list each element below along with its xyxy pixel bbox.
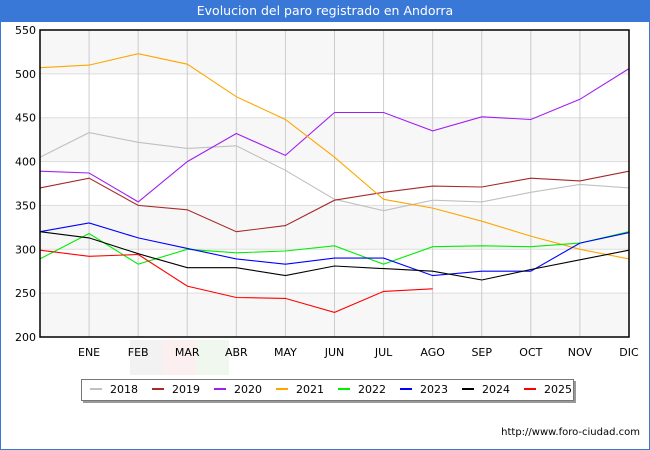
legend-item-2024: 2024 [462,380,510,400]
series-line-2025 [39,249,433,313]
source-url: http://www.foro-ciudad.com [501,427,640,438]
y-tick-label: 450 [15,112,36,125]
x-tick-label: DIC [619,346,639,359]
legend-item-2018: 2018 [90,380,138,400]
y-tick-label: 250 [15,287,36,300]
legend-swatch [276,388,288,390]
legend-item-2019: 2019 [152,380,200,400]
legend-swatch [338,388,350,390]
legend-swatch [152,388,164,390]
legend-swatch [524,388,536,390]
legend-label: 2025 [544,383,572,396]
y-tick-label: 400 [15,156,36,169]
legend-label: 2020 [234,383,262,396]
legend-item-2020: 2020 [214,380,262,400]
legend-label: 2023 [420,383,448,396]
legend-item-2025: 2025 [524,380,572,400]
x-tick-label: JUN [324,346,345,359]
y-axis-ticks: 200 250 300 350 400 450 500 550 [15,24,36,344]
x-tick-label: AGO [420,346,445,359]
y-tick-label: 350 [15,199,36,212]
x-tick-label: MAY [274,346,297,359]
flag-watermark [130,340,229,375]
watermark-stripe-green [196,340,229,375]
watermark-stripe-red [163,340,196,375]
legend: 2018 2019 2020 2021 2022 2023 2024 2025 [81,379,574,401]
y-tick-label: 300 [15,243,36,256]
legend-item-2021: 2021 [276,380,324,400]
series-line-2019 [39,170,630,233]
series-line-2021 [39,53,630,260]
x-tick-label: MAR [175,346,200,359]
x-tick-label: OCT [519,346,542,359]
legend-item-2022: 2022 [338,380,386,400]
legend-label: 2022 [358,383,386,396]
legend-swatch [214,388,226,390]
series-lines [39,53,630,313]
x-tick-label: NOV [568,346,593,359]
series-line-2018 [39,132,630,212]
legend-label: 2018 [110,383,138,396]
legend-label: 2024 [482,383,510,396]
legend-item-2023: 2023 [400,380,448,400]
x-tick-label: SEP [471,346,492,359]
legend-label: 2021 [296,383,324,396]
legend-label: 2019 [172,383,200,396]
x-tick-label: ABR [225,346,248,359]
x-tick-label: JUL [374,346,393,359]
legend-swatch [400,388,412,390]
plot-border [39,29,630,338]
watermark-stripe-gray [130,340,163,375]
x-tick-label: FEB [128,346,149,359]
series-line-2024 [39,231,630,281]
legend-swatch [462,388,474,390]
series-line-2023 [39,222,630,277]
series-line-2020 [39,68,630,203]
x-axis-ticks: ENE FEB MAR ABR MAY JUN JUL AGO SEP OCT NOV DIC [78,346,639,359]
y-tick-label: 200 [15,331,36,344]
x-tick-label: ENE [78,346,100,359]
chart-title: Evolucion del paro registrado en Andorra [0,0,650,22]
series-line-2022 [39,231,630,265]
y-tick-label: 550 [15,24,36,37]
legend-swatch [90,388,102,390]
y-tick-label: 500 [15,68,36,81]
